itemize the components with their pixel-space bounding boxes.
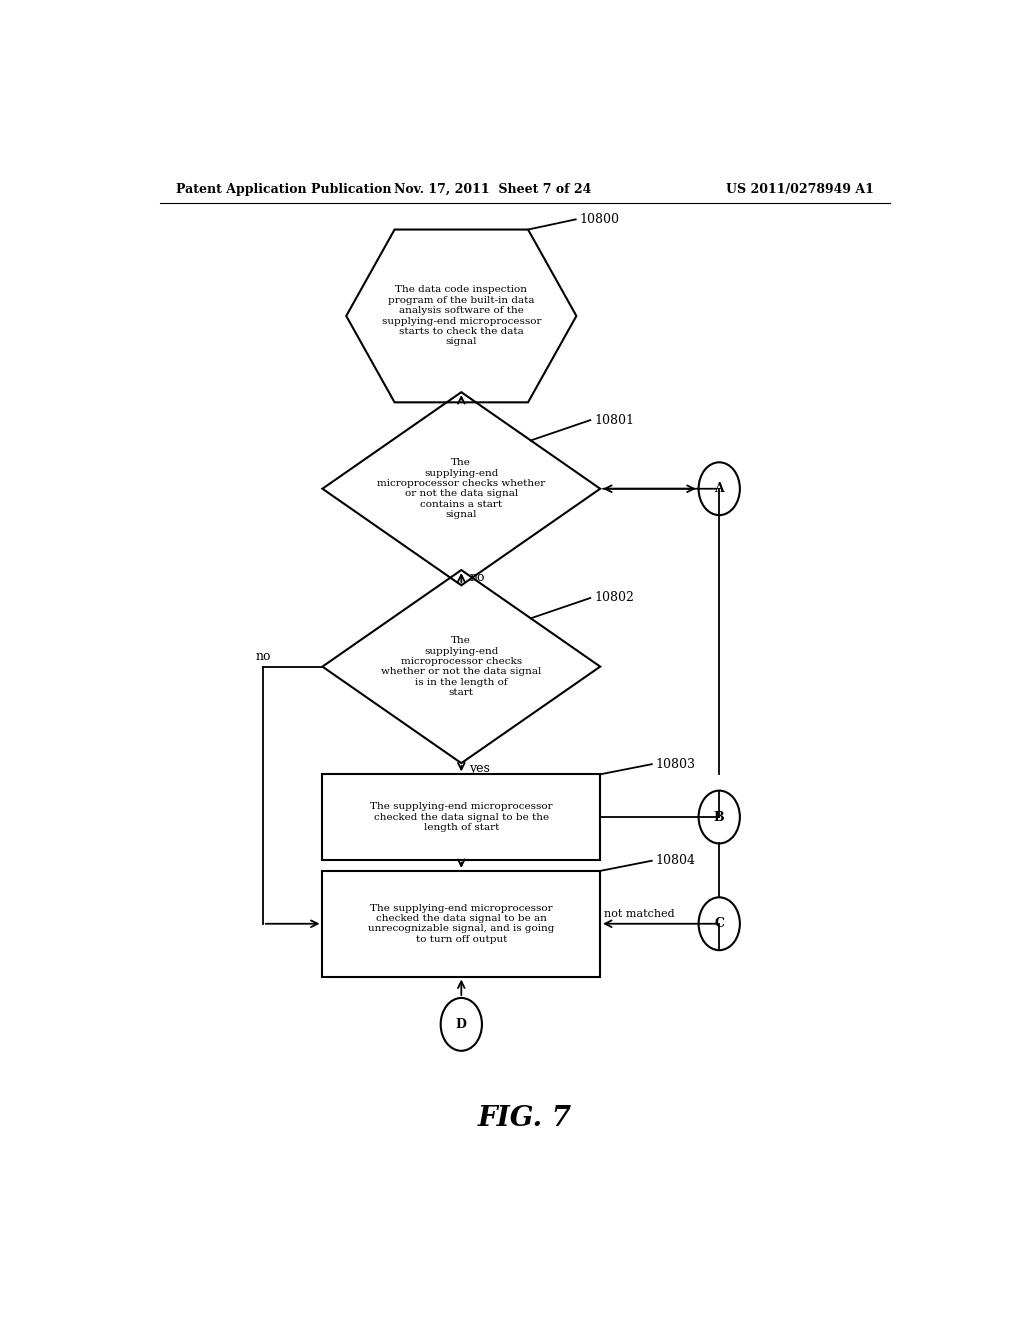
Text: A: A [715,482,724,495]
Text: 10802: 10802 [594,591,634,605]
Bar [323,775,600,859]
Text: 10801: 10801 [594,413,634,426]
Text: Nov. 17, 2011  Sheet 7 of 24: Nov. 17, 2011 Sheet 7 of 24 [394,183,592,195]
Text: yes: yes [469,762,490,775]
Text: B: B [714,810,725,824]
Text: no: no [255,649,270,663]
Text: 10804: 10804 [655,854,695,867]
Text: C: C [714,917,724,931]
Text: The
supplying-end
microprocessor checks whether
or not the data signal
contains : The supplying-end microprocessor checks … [377,458,546,519]
Text: The
supplying-end
microprocessor checks
whether or not the data signal
is in the: The supplying-end microprocessor checks … [381,636,542,697]
Text: The data code inspection
program of the built-in data
analysis software of the
s: The data code inspection program of the … [382,285,541,346]
Text: 10800: 10800 [580,213,620,226]
Text: D: D [456,1018,467,1031]
Text: no: no [469,572,484,585]
Text: The supplying-end microprocessor
checked the data signal to be an
unrecognizable: The supplying-end microprocessor checked… [368,904,555,944]
Text: 10803: 10803 [655,758,695,771]
Text: US 2011/0278949 A1: US 2011/0278949 A1 [726,183,873,195]
Text: Patent Application Publication: Patent Application Publication [176,183,391,195]
Text: not matched: not matched [604,908,675,919]
Text: The supplying-end microprocessor
checked the data signal to be the
length of sta: The supplying-end microprocessor checked… [370,803,553,832]
Bar [323,871,600,977]
Text: FIG. 7: FIG. 7 [478,1105,571,1133]
